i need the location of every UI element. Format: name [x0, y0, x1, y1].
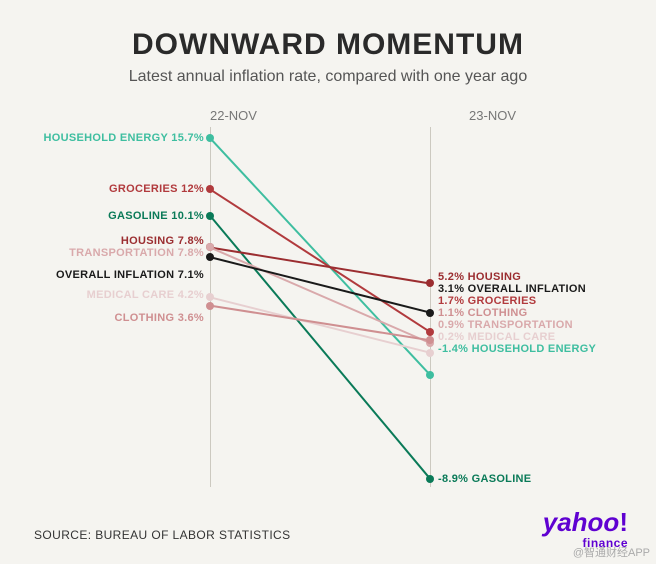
series-dot: [426, 328, 434, 336]
series-label-right: 0.9% TRANSPORTATION: [438, 319, 573, 331]
slope-chart: HOUSEHOLD ENERGY 15.7% -1.4% HOUSEHOLD EN…: [20, 127, 636, 487]
chart-title: DOWNWARD MOMENTUM: [0, 0, 656, 62]
series-label-left: MEDICAL CARE 4.2%: [87, 289, 204, 301]
chart-lines: [20, 127, 636, 487]
series-dot: [206, 253, 214, 261]
series-label-left: GROCERIES 12%: [109, 183, 204, 195]
series-label-left: OVERALL INFLATION 7.1%: [56, 269, 204, 281]
series-label-right: 0.2% MEDICAL CARE: [438, 331, 555, 343]
series-label-right: 1.7% GROCERIES: [438, 295, 536, 307]
x-label-left: 22-NOV: [210, 108, 257, 123]
series-label-right: -1.4% HOUSEHOLD ENERGY: [438, 343, 596, 355]
series-label-left: GASOLINE 10.1%: [108, 210, 204, 222]
series-dot: [426, 336, 434, 344]
series-dot: [426, 349, 434, 357]
series-label-left: CLOTHING 3.6%: [115, 312, 204, 324]
chart-subtitle: Latest annual inflation rate, compared w…: [0, 68, 656, 86]
series-dot: [426, 309, 434, 317]
series-dot: [206, 212, 214, 220]
logo-brand: yahoo: [543, 507, 620, 537]
source-text: SOURCE: BUREAU OF LABOR STATISTICS: [34, 528, 291, 542]
x-label-right: 23-NOV: [469, 108, 516, 123]
series-dot: [206, 302, 214, 310]
logo-exclamation: !: [619, 507, 628, 537]
series-label-right: 5.2% HOUSING: [438, 271, 521, 283]
series-dot: [206, 185, 214, 193]
watermark: @智通财经APP: [573, 544, 650, 560]
series-dot: [206, 243, 214, 251]
series-line: [210, 297, 430, 352]
series-dot: [426, 371, 434, 379]
series-label-right: 1.1% CLOTHING: [438, 307, 527, 319]
series-dot: [206, 293, 214, 301]
series-dot: [426, 475, 434, 483]
axis-vline: [430, 127, 431, 487]
x-axis-labels: 22-NOV 23-NOV: [0, 108, 656, 123]
series-label-left: TRANSPORTATION 7.8%: [69, 247, 204, 259]
series-dot: [206, 134, 214, 142]
series-label-right: 3.1% OVERALL INFLATION: [438, 283, 586, 295]
series-label-left: HOUSEHOLD ENERGY 15.7%: [44, 132, 204, 144]
series-dot: [426, 279, 434, 287]
series-label-left: HOUSING 7.8%: [121, 235, 204, 247]
series-label-right: -8.9% GASOLINE: [438, 473, 531, 485]
